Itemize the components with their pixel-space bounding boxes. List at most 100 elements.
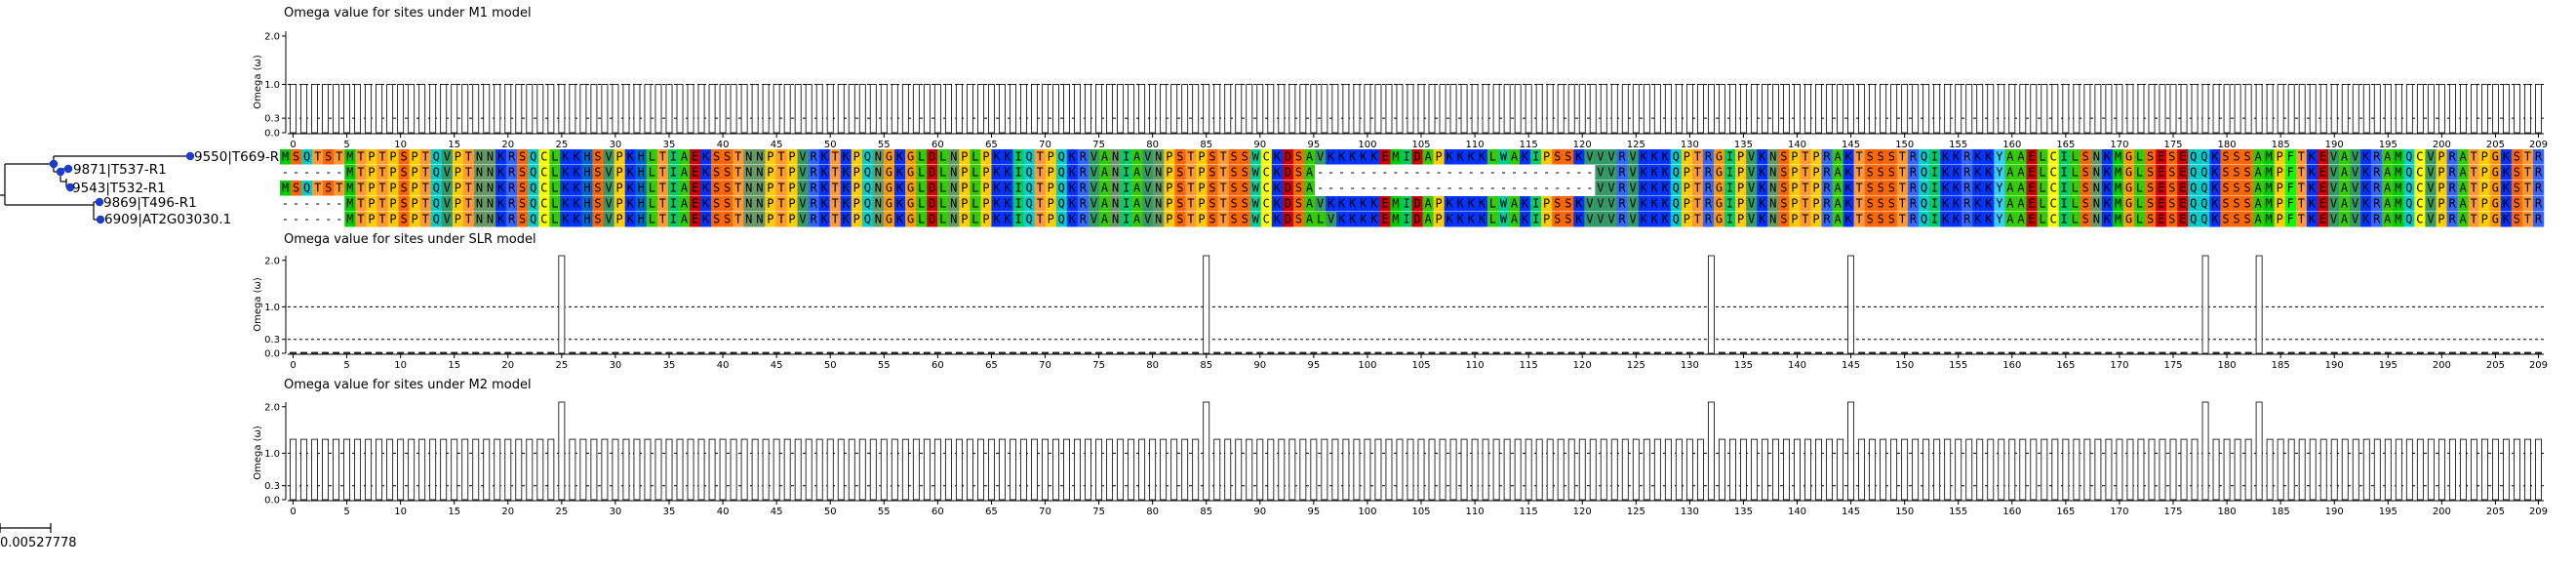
residue-letter: K (1953, 166, 1961, 180)
residue-letter: N (756, 213, 763, 226)
omega-bar (1772, 438, 1779, 501)
residue-letter: - (1317, 166, 1324, 180)
x-tick-label: 115 (1520, 140, 1538, 150)
residue-letter: K (2309, 182, 2317, 195)
residue-letter: R (810, 197, 817, 211)
residue-letter: P (412, 197, 418, 211)
residue-cell (2069, 181, 2081, 196)
residue-cell (808, 165, 819, 181)
omega-bar (1740, 351, 1747, 354)
residue-cell (2145, 212, 2157, 227)
residue-cell (1983, 149, 1995, 165)
omega-bar (515, 438, 523, 501)
residue-letter: L (2072, 150, 2079, 164)
omega-bar (2094, 438, 2102, 501)
residue-letter: S (1565, 213, 1571, 226)
residue-cell (1875, 149, 1887, 165)
residue-letter: L (939, 197, 946, 211)
residue-cell (1563, 196, 1574, 212)
omega-bar (2169, 351, 2177, 354)
residue-letter: L (551, 166, 558, 180)
residue-cell (1045, 149, 1056, 165)
residue-cell (2521, 196, 2534, 212)
residue-letter: R (2448, 166, 2456, 180)
omega-bar (2030, 84, 2038, 134)
residue-cell (1401, 212, 1412, 227)
residue-letter: V (605, 213, 612, 226)
residue-cell (646, 181, 658, 196)
residue-letter: K (497, 150, 505, 164)
residue-cell (1023, 165, 1035, 181)
omega-bar (1610, 438, 1618, 501)
omega-bar (2309, 84, 2317, 134)
omega-bar (343, 84, 351, 134)
residue-cell (678, 181, 691, 196)
residue-letter: T (2524, 213, 2531, 226)
residue-letter: G (1716, 150, 1723, 164)
residue-letter: S (1554, 213, 1561, 226)
residue-cell (1454, 181, 1466, 196)
residue-cell (1951, 149, 1962, 165)
residue-letter: P (389, 166, 396, 180)
residue-cell (1735, 212, 1747, 227)
omega-bar (1794, 84, 1801, 134)
x-tick-label: 205 (2486, 140, 2505, 150)
residue-letter: K (1338, 150, 1346, 164)
residue-cell (355, 181, 367, 196)
residue-cell (1164, 165, 1175, 181)
residue-cell (387, 181, 399, 196)
residue-cell (1638, 196, 1649, 212)
residue-cell (301, 181, 313, 196)
omega-bar (311, 84, 318, 134)
residue-letter: V (1586, 213, 1593, 226)
omega-bar (1042, 351, 1049, 354)
omega-bar (730, 438, 737, 501)
residue-cell (2241, 212, 2253, 227)
residue-cell (1497, 212, 1510, 227)
residue-cell (1282, 196, 1294, 212)
residue-letter: P (788, 213, 795, 226)
residue-cell (959, 165, 971, 181)
residue-cell (2263, 196, 2275, 212)
omega-bar (2083, 84, 2091, 134)
residue-letter: S (1565, 197, 1571, 211)
residue-cell (1520, 212, 1531, 227)
residue-cell (1110, 149, 1122, 165)
residue-letter: R (1080, 166, 1088, 180)
residue-cell (689, 212, 701, 227)
residue-cell (1767, 181, 1779, 196)
residue-letter: K (1641, 166, 1648, 180)
residue-letter: S (293, 150, 299, 164)
residue-letter: P (2437, 182, 2444, 195)
omega-bar (440, 84, 448, 134)
residue-letter: G (886, 150, 892, 164)
omega-bar (1858, 84, 1866, 134)
residue-letter: E (2319, 197, 2326, 211)
residue-letter: N (756, 150, 763, 164)
residue-letter: K (1641, 213, 1648, 226)
residue-letter: K (2211, 197, 2219, 211)
omega-bar (1417, 351, 1425, 354)
residue-cell (571, 149, 582, 165)
residue-letter: V (2352, 213, 2358, 226)
residue-cell (1411, 196, 1423, 212)
residue-cell (959, 196, 971, 212)
residue-letter: E (2158, 182, 2164, 195)
residue-cell (2209, 181, 2221, 196)
residue-cell (1864, 196, 1876, 212)
residue-cell (1648, 165, 1660, 181)
residue-letter: K (1447, 197, 1454, 211)
residue-cell (2047, 181, 2059, 196)
residue-cell (549, 165, 561, 181)
omega-bar (1192, 84, 1200, 134)
residue-cell (1864, 149, 1876, 165)
residue-letter: V (605, 197, 612, 211)
residue-letter: K (2503, 197, 2511, 211)
residue-cell (2004, 196, 2016, 212)
residue-letter: T (465, 150, 472, 164)
omega-bar (1170, 84, 1178, 134)
omega-bar (2427, 351, 2435, 354)
residue-letter: I (1403, 150, 1409, 164)
residue-letter: A (2459, 213, 2467, 226)
residue-cell (754, 212, 766, 227)
